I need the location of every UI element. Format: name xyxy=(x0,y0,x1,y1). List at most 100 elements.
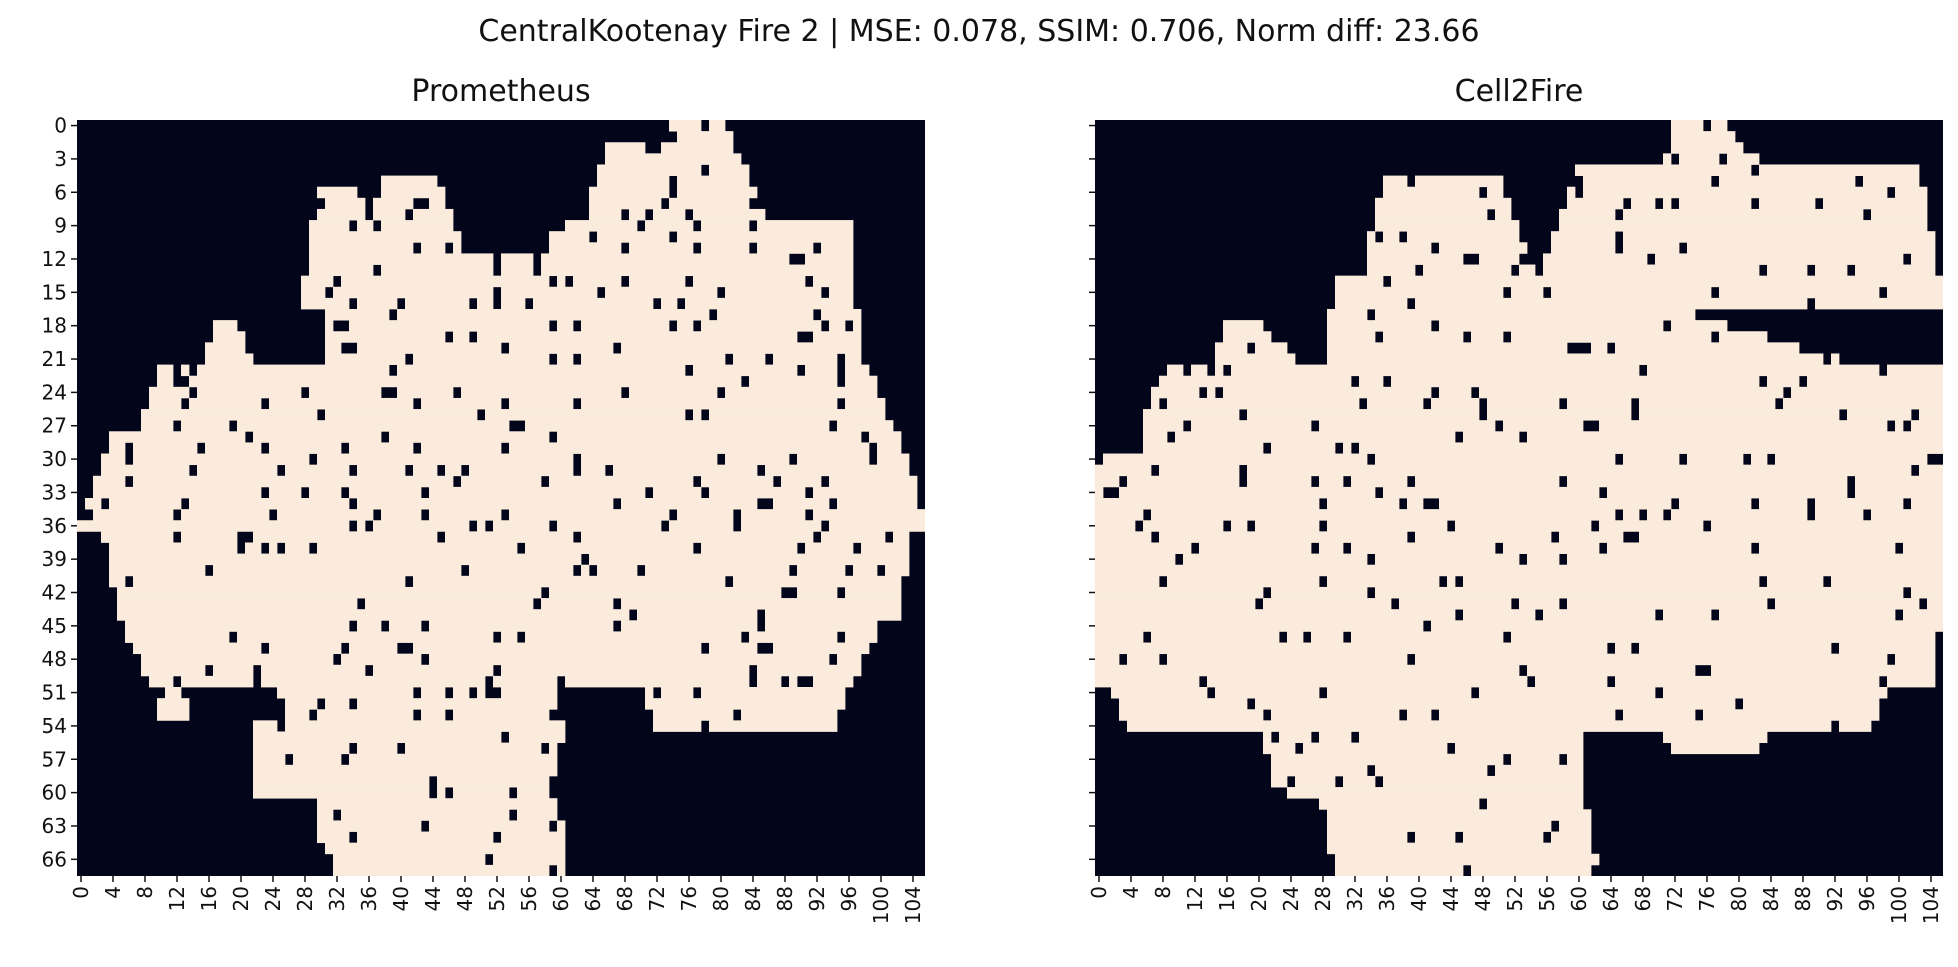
burned-cell-run xyxy=(269,486,302,499)
burned-cell-run xyxy=(757,675,782,688)
burned-cell-run xyxy=(453,687,470,699)
burned-cell-run xyxy=(157,709,190,721)
burned-cell-run xyxy=(1479,687,1656,699)
x-tick-label: 8 xyxy=(133,886,157,899)
y-tick-label: 30 xyxy=(42,447,67,471)
burned-cell-run xyxy=(1647,509,1664,521)
burned-cell-run xyxy=(813,275,854,288)
burned-cell-run xyxy=(429,197,446,210)
burned-cell-run xyxy=(381,220,454,232)
burned-cell-run xyxy=(829,475,918,488)
x-tick-label: 80 xyxy=(1727,886,1751,911)
burned-cell-run xyxy=(133,475,454,488)
burned-cell-run xyxy=(325,331,446,343)
burned-cell-run xyxy=(525,631,742,643)
burned-cell-run xyxy=(1599,420,1888,432)
burned-cell-run xyxy=(1367,264,1416,277)
burned-cell-run xyxy=(1143,420,1184,432)
burned-cell-run xyxy=(733,575,902,588)
burned-cell-run xyxy=(605,153,742,165)
burned-cell-run xyxy=(1383,775,1584,788)
x-tick-label: 0 xyxy=(69,886,93,899)
burned-cell-run xyxy=(1327,820,1552,832)
x-axis-cell2fire: 0 4 8 12 16 20 24 28 32 36 40 44 48 52 56 60 64 68 72 76 80 8… xyxy=(1087,876,1943,924)
x-tick-label: 36 xyxy=(357,886,381,911)
burned-cell-run xyxy=(709,486,806,499)
burned-cell-run xyxy=(1271,775,1288,788)
burned-cell-run xyxy=(597,231,670,243)
burned-cell-run xyxy=(317,453,574,466)
burned-cell-run xyxy=(413,353,550,365)
burned-cell-run xyxy=(109,498,182,510)
burned-cell-run xyxy=(1807,375,1943,388)
x-tick-label: 12 xyxy=(1183,886,1207,911)
burned-cell-run xyxy=(285,698,318,710)
burned-cell-run xyxy=(189,375,742,388)
burned-cell-run xyxy=(1639,531,1943,543)
burned-cell-run xyxy=(317,542,518,554)
burned-cell-run xyxy=(1815,264,1848,277)
burned-cell-run xyxy=(325,842,566,855)
burned-cell-run xyxy=(621,598,902,610)
burned-cell-run xyxy=(1327,342,1568,354)
burned-cell-run xyxy=(1463,609,1536,621)
burned-cell-run xyxy=(557,275,566,288)
heatmap-panel-cell2fire: Cell2Fire 0 4 8 12 16 20 24 28 32 36 40 44 48 52 56 60 6… xyxy=(1087,74,1943,924)
burned-cell-run xyxy=(1359,731,1584,743)
burned-cell-run xyxy=(1511,286,1544,299)
burned-cell-run xyxy=(357,698,558,710)
burned-cell-run xyxy=(1319,475,1344,488)
burned-cell-run xyxy=(461,386,622,399)
burned-cell-run xyxy=(85,498,102,510)
burned-cell-run xyxy=(1319,420,1496,432)
burned-cell-run xyxy=(1223,386,1432,399)
burned-cell-run xyxy=(101,464,190,477)
burned-cell-run xyxy=(1567,197,1624,210)
burned-cell-run xyxy=(1759,197,1816,210)
burned-cell-run xyxy=(149,386,190,399)
burned-cell-run xyxy=(1871,208,1928,221)
burned-cell-run xyxy=(1535,675,1608,688)
burned-cell-run xyxy=(1919,464,1943,477)
y-tick-label: 21 xyxy=(42,347,67,371)
burned-cell-run xyxy=(317,820,422,832)
burned-cell-run xyxy=(333,864,550,876)
burned-cell-run xyxy=(429,653,830,666)
burned-cell-run xyxy=(1327,353,1824,365)
burned-cell-run xyxy=(1583,186,1888,199)
burned-cell-run xyxy=(781,475,822,488)
burned-cell-run xyxy=(1615,642,1632,655)
burned-cell-run xyxy=(749,375,838,388)
burned-cell-run xyxy=(1375,197,1512,210)
burned-cell-run xyxy=(1407,498,1424,510)
burned-cell-run xyxy=(885,564,910,577)
burned-cell-run xyxy=(869,431,902,443)
burned-cell-run xyxy=(829,520,925,532)
burned-cell-run xyxy=(1231,364,1640,377)
burned-cell-run xyxy=(205,353,254,365)
y-tick-label: 51 xyxy=(42,681,67,705)
burned-cell-run xyxy=(1871,509,1943,521)
burned-cell-run xyxy=(293,753,342,766)
burned-cell-run xyxy=(621,620,758,632)
burned-cell-run xyxy=(93,486,262,499)
y-tick-label: 66 xyxy=(42,847,67,871)
x-tick-label: 100 xyxy=(1887,886,1911,924)
burned-cell-run xyxy=(197,386,302,399)
burned-cell-run xyxy=(541,598,614,610)
burned-cell-run xyxy=(1095,664,1520,677)
burned-cell-run xyxy=(1463,575,1760,588)
burned-cell-run xyxy=(549,242,622,254)
burned-cell-run xyxy=(1567,553,1943,566)
burned-cell-run xyxy=(1911,420,1943,432)
burned-cell-run xyxy=(573,275,622,288)
burned-cell-run xyxy=(1887,286,1943,299)
burned-cell-run xyxy=(453,709,550,721)
x-tick-label: 36 xyxy=(1375,886,1399,911)
burned-cell-run xyxy=(733,353,766,365)
burned-cell-run xyxy=(461,475,542,488)
burned-cell-run xyxy=(373,197,414,210)
burned-cell-run xyxy=(1095,642,1608,655)
burned-cell-run xyxy=(397,309,710,321)
burned-cell-run xyxy=(1927,598,1943,610)
